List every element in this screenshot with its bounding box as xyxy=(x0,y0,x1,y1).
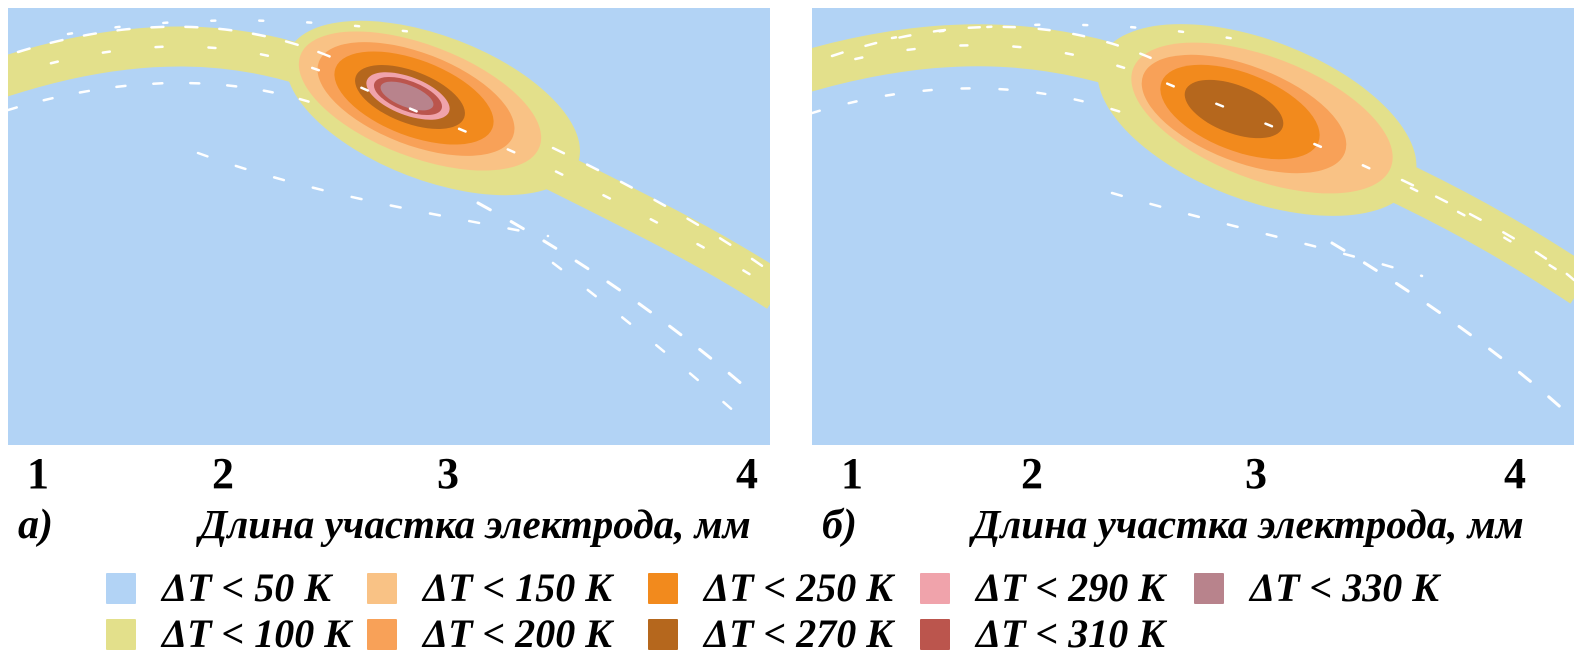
panel-letter-b: б) xyxy=(822,502,857,548)
x-tick-a-2: 2 xyxy=(212,449,234,498)
legend-item-t330: ΔT < 330 K xyxy=(1194,566,1439,610)
legend-item-t250: ΔT < 250 K xyxy=(648,566,893,610)
contour-plot-b xyxy=(812,8,1574,445)
contour-a-t330 xyxy=(380,81,434,111)
speckle-trace xyxy=(66,19,430,36)
speckle-trace xyxy=(1400,178,1574,282)
legend-label-t150: ΔT < 150 K xyxy=(423,565,612,610)
legend-swatch-t150 xyxy=(367,572,397,604)
legend-item-t290: ΔT < 290 K xyxy=(920,566,1165,610)
legend-label-t310: ΔT < 310 K xyxy=(976,611,1165,656)
legend-item-t310: ΔT < 310 K xyxy=(920,612,1165,656)
legend-swatch-t50 xyxy=(106,572,136,604)
speckle-trace xyxy=(830,25,1164,65)
speckle-trace xyxy=(8,45,770,289)
speckle-trace xyxy=(812,44,1574,283)
legend-label-t50: ΔT < 50 K xyxy=(162,565,331,610)
legend-item-t100: ΔT < 100 K xyxy=(106,612,351,656)
legend-label-t290: ΔT < 290 K xyxy=(976,565,1165,610)
legend-swatch-t330 xyxy=(1194,572,1224,604)
legend-swatch-t250 xyxy=(648,572,678,604)
legend-label-t250: ΔT < 250 K xyxy=(704,565,893,610)
x-tick-a-3: 3 xyxy=(437,449,459,498)
legend-item-t200: ΔT < 200 K xyxy=(367,612,612,656)
x-axis-label-a: Длина участка электрода, мм xyxy=(199,501,751,547)
x-tick-b-2: 2 xyxy=(1021,449,1043,498)
legend-swatch-t200 xyxy=(367,618,397,650)
x-tick-b-1: 1 xyxy=(841,449,863,498)
speckle-trace xyxy=(476,201,760,400)
legend-label-t330: ΔT < 330 K xyxy=(1250,565,1439,610)
legend-label-t200: ΔT < 200 K xyxy=(423,611,612,656)
legend-swatch-t310 xyxy=(920,618,950,650)
x-tick-a-1: 1 xyxy=(27,449,49,498)
speckle-trace xyxy=(1330,241,1569,415)
legend-item-t50: ΔT < 50 K xyxy=(106,566,331,610)
speckle-trace xyxy=(1110,191,1424,278)
contour-plot-a xyxy=(8,8,770,445)
legend-swatch-t100 xyxy=(106,618,136,650)
legend-item-t270: ΔT < 270 K xyxy=(648,612,893,656)
legend-label-t270: ΔT < 270 K xyxy=(704,611,893,656)
contour-b-t270 xyxy=(1184,79,1284,139)
speckle-trace xyxy=(812,87,1129,116)
speckle-trace xyxy=(16,25,340,62)
x-tick-b-3: 3 xyxy=(1245,449,1267,498)
legend-swatch-t270 xyxy=(648,618,678,650)
speckle-trace xyxy=(196,151,550,238)
speckle-trace xyxy=(551,146,770,272)
legend-label-t100: ΔT < 100 K xyxy=(162,611,351,656)
x-axis-label-b: Длина участка электрода, мм xyxy=(972,501,1524,547)
x-tick-b-4: 4 xyxy=(1504,449,1526,498)
legend-item-t150: ΔT < 150 K xyxy=(367,566,612,610)
panel-letter-a: а) xyxy=(18,502,53,548)
x-tick-a-4: 4 xyxy=(736,449,758,498)
legend-swatch-t290 xyxy=(920,572,950,604)
